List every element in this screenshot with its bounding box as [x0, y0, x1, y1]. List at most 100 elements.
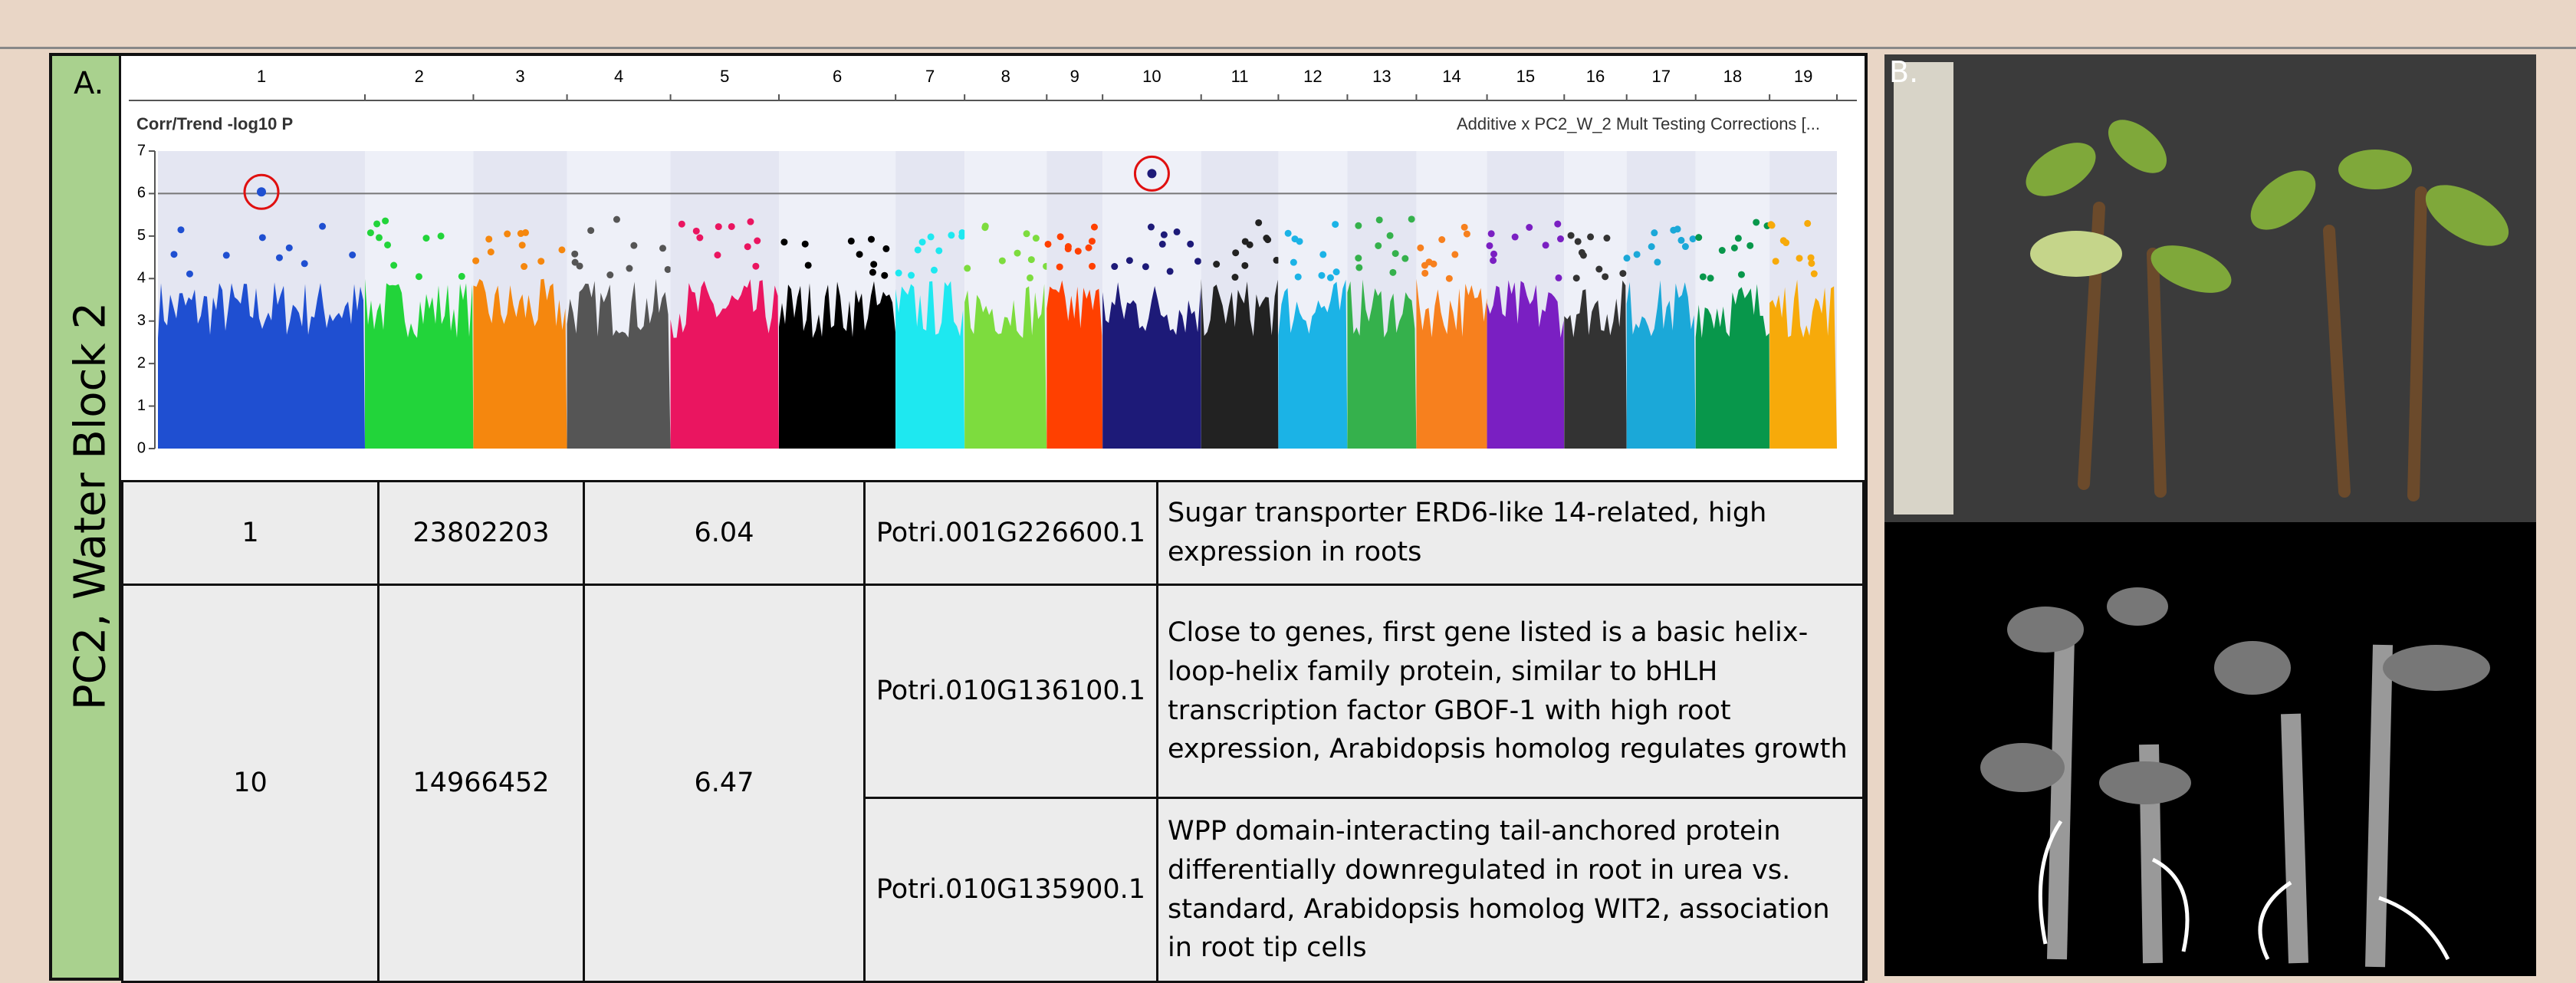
snp-point: [1065, 245, 1072, 252]
snp-point: [1651, 229, 1658, 236]
cell: Potri.001G226600.1: [865, 482, 1158, 585]
mask-image: [1884, 522, 2536, 976]
snp-point: [1738, 271, 1745, 278]
snp-point: [693, 228, 700, 235]
snp-point: [1194, 258, 1201, 265]
snp-point: [1290, 259, 1297, 266]
snp-point: [1417, 245, 1424, 252]
snp-point: [1804, 220, 1811, 227]
snp-point: [1044, 241, 1051, 248]
chromosome-label: 6: [833, 67, 842, 86]
snp-point: [1014, 250, 1021, 257]
snp-point: [1242, 238, 1249, 245]
snp-point: [728, 223, 735, 230]
snp-point: [488, 248, 495, 255]
snp-point: [1619, 270, 1626, 277]
snp-point: [1595, 266, 1602, 273]
chromosome-label: 11: [1231, 67, 1249, 86]
cell: 6.04: [584, 482, 865, 585]
snp-point: [1355, 222, 1362, 229]
snp-point: [606, 271, 613, 278]
snp-point: [1512, 234, 1519, 241]
snp-point: [1543, 242, 1549, 248]
snp-point: [319, 223, 326, 230]
snp-point: [856, 251, 863, 258]
snp-point: [384, 242, 391, 248]
snp-point: [1603, 235, 1610, 242]
snp-point: [908, 272, 915, 279]
snp-point: [1318, 272, 1325, 279]
snp-point: [1159, 241, 1166, 248]
y-tick-label: 6: [137, 185, 146, 202]
legend: Additive x PC2_W_2 Mult Testing Correcti…: [1457, 114, 1820, 133]
snp-point: [1174, 228, 1181, 235]
y-tick-label: 0: [137, 439, 146, 456]
snp-point: [613, 216, 620, 223]
snp-point: [382, 218, 389, 225]
snp-point: [678, 221, 685, 228]
snp-point: [1161, 232, 1168, 238]
snp-point: [1241, 262, 1248, 269]
snp-point: [1213, 261, 1220, 268]
snp-point: [1057, 233, 1064, 240]
chromosome-label: 15: [1516, 67, 1535, 86]
snp-point: [1783, 239, 1789, 246]
snp-point: [626, 265, 632, 272]
snp-point: [301, 260, 308, 267]
snp-point: [1255, 219, 1262, 226]
snp-point: [177, 226, 184, 233]
snp-point: [1091, 224, 1098, 231]
snp-point: [928, 233, 935, 240]
snp-point: [1387, 232, 1394, 239]
snp-point: [438, 232, 445, 239]
snp-point: [223, 252, 230, 258]
chromosome-label: 17: [1651, 67, 1670, 86]
snp-point: [1024, 230, 1030, 237]
snp-point: [1167, 268, 1174, 275]
snp-point: [390, 261, 397, 268]
snp-point: [1461, 224, 1468, 231]
cell: Close to genes, first gene listed is a b…: [1158, 585, 1864, 798]
chromosome-label: 13: [1372, 67, 1391, 86]
snp-point: [958, 233, 965, 240]
snp-point: [1555, 275, 1562, 281]
chromosome-label: 12: [1303, 67, 1322, 86]
y-title: Corr/Trend -log10 P: [136, 114, 293, 133]
snp-point: [276, 255, 283, 261]
snp-point: [1426, 258, 1433, 265]
snp-point: [1148, 224, 1155, 231]
results-table: 1 23802203 6.04 Potri.001G226600.1 Sugar…: [121, 480, 1865, 983]
snp-point: [714, 252, 721, 258]
snp-point: [537, 258, 544, 265]
snp-point: [1568, 232, 1575, 239]
snp-point: [1554, 221, 1561, 228]
snp-point: [1796, 255, 1803, 261]
snp-point: [665, 266, 672, 273]
manhattan-plot: Corr/Trend -log10 P Additive x PC2_W_2 Mu…: [121, 56, 1865, 480]
plant-images: [1884, 54, 2536, 976]
snp-point: [1490, 251, 1497, 258]
snp-point: [999, 258, 1006, 265]
snp-point: [1526, 224, 1533, 231]
snp-point: [1333, 268, 1340, 275]
snp-point: [1811, 271, 1818, 278]
snp-point: [1700, 273, 1707, 280]
snp-point: [1089, 238, 1096, 245]
snp-point: [1682, 243, 1689, 250]
snp-point: [1753, 219, 1760, 225]
snp-point: [1027, 275, 1033, 281]
snp-point: [1490, 257, 1497, 264]
snp-point: [1746, 242, 1753, 249]
snp-point: [558, 246, 565, 253]
snp-point: [895, 270, 902, 277]
snp-point: [1056, 264, 1063, 271]
snp-point: [472, 258, 479, 265]
chromosome-label: 18: [1723, 67, 1742, 86]
snp-point: [1231, 274, 1238, 281]
chromosome-label: 5: [720, 67, 729, 86]
snp-point: [1634, 251, 1641, 258]
snp-point: [367, 229, 374, 236]
snp-point: [1296, 238, 1303, 245]
snp-point: [1295, 274, 1302, 281]
snp-point: [1086, 245, 1092, 252]
